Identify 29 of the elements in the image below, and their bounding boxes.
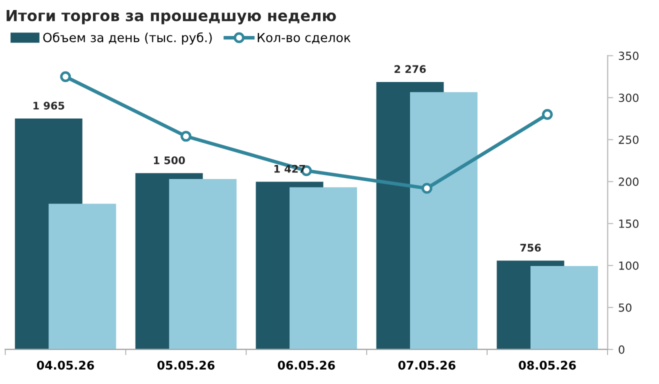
y-tick-label: 150 <box>619 220 638 228</box>
bar <box>530 266 598 350</box>
legend-label: Объем за день (тыс. руб.) <box>43 32 212 45</box>
point <box>542 109 553 120</box>
data-label: 756 <box>520 244 541 252</box>
y-tick-label: 50 <box>618 303 632 312</box>
legend-label: Кол-во сделок <box>258 32 351 44</box>
data-label: 1 500 <box>154 156 185 164</box>
point <box>60 71 71 82</box>
point <box>421 182 432 194</box>
x-tick-label: 07.05.26 <box>398 360 456 370</box>
x-tick-label: 04.05.26 <box>36 360 94 370</box>
x-tick-label: 06.05.26 <box>278 360 335 370</box>
bar <box>410 92 478 350</box>
y-tick-label: 0 <box>618 345 624 354</box>
x-tick-label: 08.05.26 <box>518 360 576 370</box>
y-tick-label: 350 <box>618 52 638 60</box>
data-label: 2 276 <box>394 65 426 74</box>
data-label: 1 965 <box>34 102 64 110</box>
y-tick-label: 300 <box>618 94 638 102</box>
chart-title: Итоги торгов за прошедшую неделю <box>6 10 336 24</box>
x-tick-label: 05.05.26 <box>157 360 214 370</box>
y-tick-label: 200 <box>618 178 638 186</box>
y-tick-label: 100 <box>619 261 638 270</box>
bar <box>290 187 358 350</box>
bar <box>169 179 237 350</box>
bar <box>48 204 116 350</box>
y-tick-label: 250 <box>618 136 638 144</box>
point <box>180 130 192 142</box>
